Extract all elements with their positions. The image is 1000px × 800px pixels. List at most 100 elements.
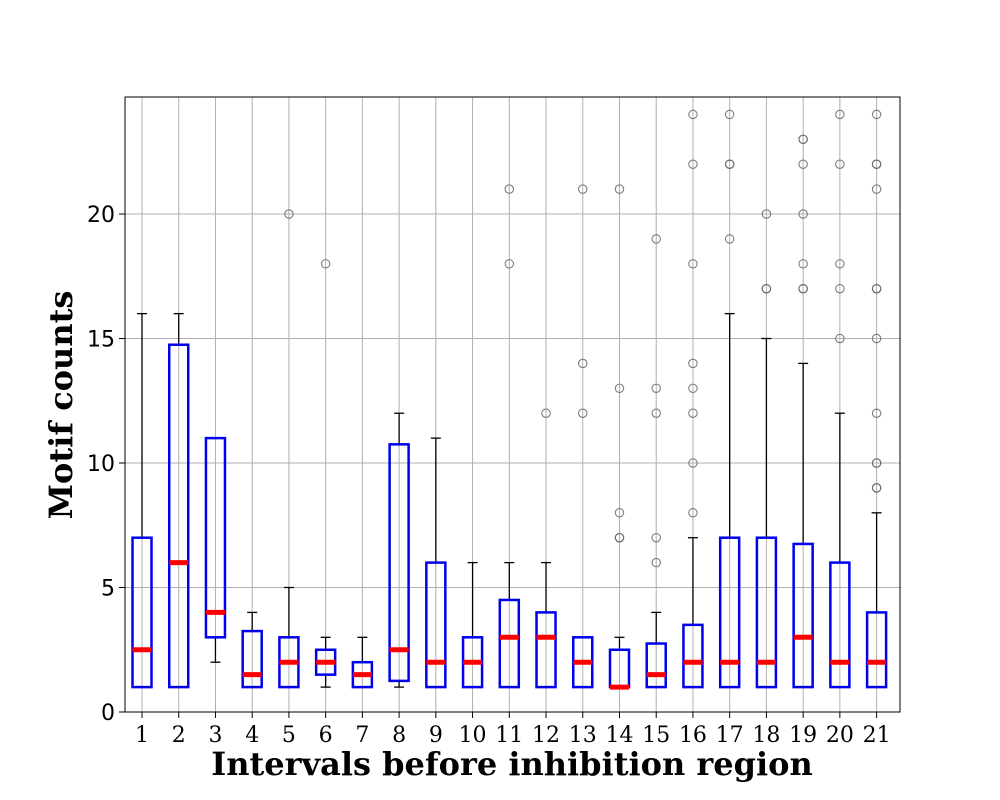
outlier-point (614, 532, 625, 543)
box-group-3 (204, 436, 227, 663)
outlier-point (871, 458, 882, 468)
box (388, 443, 410, 683)
box-group-6 (314, 259, 337, 688)
outlier-point (688, 358, 698, 369)
x-tick-label: 8 (392, 723, 406, 748)
x-tick-label: 12 (532, 723, 560, 748)
box-group-16 (682, 109, 704, 689)
x-tick-label: 6 (319, 723, 333, 748)
outlier-point (614, 383, 625, 394)
outlier-point (724, 159, 735, 169)
box (718, 536, 741, 689)
outlier-point (835, 259, 845, 269)
outlier-point (651, 234, 661, 244)
outlier-point (578, 408, 588, 418)
outlier-point (871, 333, 882, 344)
outlier-point (651, 532, 661, 543)
outlier-point (871, 184, 882, 194)
box (682, 623, 704, 689)
outlier-point (578, 184, 588, 194)
box-group-18 (755, 209, 778, 689)
box-group-17 (718, 109, 741, 689)
outlier-point (798, 134, 808, 145)
box-group-8 (388, 412, 410, 688)
outlier-point (761, 283, 772, 294)
plot-area-frame (124, 96, 901, 713)
x-tick-label: 17 (716, 723, 744, 748)
outlier-point (504, 259, 515, 269)
y-tick-label: 10 (87, 452, 115, 477)
box (204, 436, 227, 639)
box-group-20 (829, 109, 851, 689)
y-tick-label: 5 (101, 577, 115, 602)
box-group-5 (278, 209, 300, 689)
outlier-point (871, 408, 882, 418)
outlier-point (871, 483, 882, 493)
outlier-point (871, 159, 882, 169)
outlier-point (724, 234, 735, 244)
box (755, 536, 778, 689)
outlier-point (284, 209, 294, 219)
outlier-point (578, 358, 588, 369)
box-group-21 (865, 109, 888, 689)
outlier-point (541, 408, 551, 418)
outlier-point (651, 383, 661, 394)
outlier-point (798, 209, 808, 219)
x-tick-label: 9 (429, 723, 443, 748)
box-group-11 (498, 184, 521, 689)
outlier-point (320, 259, 331, 269)
box (829, 561, 851, 689)
outlier-point (688, 259, 698, 269)
box (865, 611, 888, 689)
outlier-point (798, 259, 808, 269)
outlier-point (688, 508, 698, 518)
outlier-point (871, 283, 882, 294)
outlier-point (871, 109, 882, 120)
x-tick-label: 4 (245, 723, 259, 748)
x-tick-label: 19 (789, 723, 817, 748)
x-tick-label: 5 (282, 723, 296, 748)
outlier-point (614, 508, 625, 518)
y-tick-label: 20 (87, 203, 115, 228)
x-tick-label: 21 (863, 723, 891, 748)
outlier-point (688, 109, 698, 120)
box-group-7 (351, 636, 374, 689)
box-group-10 (461, 561, 484, 689)
y-tick-label: 15 (87, 328, 115, 353)
box-group-15 (645, 234, 667, 689)
outlier-point (761, 209, 772, 219)
x-tick-label: 16 (679, 723, 707, 748)
x-tick-label: 2 (172, 723, 186, 748)
x-tick-label: 10 (459, 723, 487, 748)
outlier-point (614, 184, 625, 194)
box-group-9 (425, 437, 447, 689)
outlier-point (835, 159, 845, 169)
box-series (131, 109, 888, 690)
x-tick-label: 13 (569, 723, 597, 748)
x-axis-title: Intervals before inhibition region (211, 745, 813, 783)
x-tick-label: 20 (826, 723, 854, 748)
outlier-point (798, 283, 808, 294)
box (167, 343, 190, 689)
outlier-point (651, 408, 661, 418)
outlier-point (835, 109, 845, 120)
box (131, 536, 153, 689)
box (425, 561, 447, 689)
outlier-point (688, 408, 698, 418)
outlier-point (724, 109, 735, 120)
box-group-4 (241, 611, 263, 689)
outlier-point (835, 283, 845, 294)
outlier-point (798, 159, 808, 169)
y-tick-label: 0 (101, 701, 115, 726)
box-group-2 (167, 312, 190, 689)
x-tick-label: 15 (642, 723, 670, 748)
grid-lines (125, 97, 900, 713)
box-group-13 (572, 184, 594, 689)
box-group-19 (792, 134, 814, 689)
y-axis-title: Motif counts (42, 291, 80, 520)
outlier-point (504, 184, 515, 194)
box (241, 629, 263, 689)
box-group-1 (131, 312, 153, 689)
